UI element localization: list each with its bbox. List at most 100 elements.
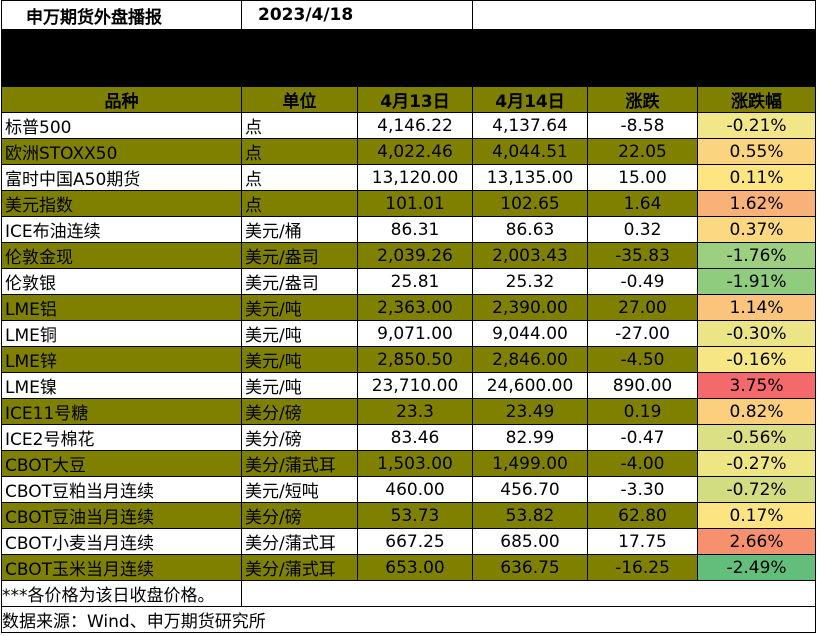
cell-change: 15.00 (587, 164, 698, 191)
cell-prev: 4,146.22 (357, 112, 473, 139)
cell-change: -0.47 (587, 424, 698, 451)
table-row: CBOT玉米当月连续 美分/蒲式耳 653.00 636.75 -16.25 -2.49% (1, 554, 817, 581)
cell-change: -4.00 (587, 450, 698, 477)
cell-unit: 美分/蒲式耳 (241, 554, 358, 581)
cell-change: 27.00 (587, 294, 698, 321)
cell-curr: 685.00 (472, 528, 588, 555)
cell-prev: 9,071.00 (357, 320, 473, 347)
cell-prev: 25.81 (357, 268, 473, 295)
cell-prev: 86.31 (357, 216, 473, 243)
cell-unit: 美元/吨 (241, 294, 358, 321)
cell-name: CBOT豆粕当月连续 (1, 476, 242, 503)
column-header-row: 品种 单位 4月13日 4月14日 涨跌 涨跌幅 (1, 86, 817, 113)
cell-curr: 25.32 (472, 268, 588, 295)
cell-name: LME铜 (1, 320, 242, 347)
cell-prev: 53.73 (357, 502, 473, 529)
col-header-unit: 单位 (241, 86, 358, 113)
cell-change: -4.50 (587, 346, 698, 373)
cell-name: CBOT大豆 (1, 450, 242, 477)
cell-curr: 456.70 (472, 476, 588, 503)
table-title: 外盘每日收益情况汇总 (0, 29, 817, 87)
cell-curr: 13,135.00 (472, 164, 588, 191)
table-row: LME铝 美元/吨 2,363.00 2,390.00 27.00 1.14% (1, 294, 817, 321)
col-header-name: 品种 (1, 86, 242, 113)
cell-name: 欧洲STOXX50 (1, 138, 242, 165)
cell-change: 0.19 (587, 398, 698, 425)
table-row: ICE11号糖 美分/磅 23.3 23.49 0.19 0.82% (1, 398, 817, 425)
table-row: 欧洲STOXX50 点 4,022.46 4,044.51 22.05 0.55% (1, 138, 817, 165)
cell-unit: 点 (241, 190, 358, 217)
cell-prev: 1,503.00 (357, 450, 473, 477)
cell-change: -8.58 (587, 112, 698, 139)
cell-curr: 53.82 (472, 502, 588, 529)
data-source-note: 数据来源：Wind、申万期货研究所 (0, 606, 817, 633)
cell-name: ICE布油连续 (1, 216, 242, 243)
cell-pct: -0.56% (696, 424, 817, 451)
cell-name: 美元指数 (1, 190, 242, 217)
cell-curr: 2,390.00 (472, 294, 588, 321)
table-row: CBOT豆油当月连续 美分/磅 53.73 53.82 62.80 0.17% (1, 502, 817, 529)
cell-curr: 636.75 (472, 554, 588, 581)
cell-pct: 1.62% (696, 190, 817, 217)
cell-pct: -1.76% (696, 242, 817, 269)
cell-name: 伦敦银 (1, 268, 242, 295)
table-row: 美元指数点 101.01 102.65 1.64 1.62% (1, 190, 817, 217)
cell-curr: 2,003.43 (472, 242, 588, 269)
cell-change: -16.25 (587, 554, 698, 581)
cell-pct: 0.82% (696, 398, 817, 425)
cell-name: 标普500 (1, 112, 242, 139)
footnote-row: ***各价格为该日收盘价格。 (1, 580, 817, 607)
table-row: CBOT小麦当月连续 美分/蒲式耳 667.25 685.00 17.75 2.66% (1, 528, 817, 555)
cell-change: -0.49 (587, 268, 698, 295)
table-row: LME锌 美元/吨 2,850.50 2,846.00 -4.50 -0.16% (1, 346, 817, 373)
cell-name: CBOT玉米当月连续 (1, 554, 242, 581)
cell-prev: 667.25 (357, 528, 473, 555)
cell-name: ICE2号棉花 (1, 424, 242, 451)
cell-pct: 0.11% (696, 164, 817, 191)
table-row: 标普500 点 4,146.22 4,137.64 -8.58 -0.21% (1, 112, 817, 139)
cell-unit: 美分/磅 (241, 398, 358, 425)
cell-unit: 美分/磅 (241, 502, 358, 529)
cell-pct: 1.14% (696, 294, 817, 321)
cell-unit: 美元/吨 (241, 320, 358, 347)
cell-curr: 24,600.00 (472, 372, 588, 399)
header-blank (471, 0, 817, 30)
table-row: CBOT豆粕当月连续 美元/短吨 460.00 456.70 -3.30 -0.72% (1, 476, 817, 503)
cell-name: LME铝 (1, 294, 242, 321)
cell-change: 62.80 (587, 502, 698, 529)
cell-curr: 2,846.00 (472, 346, 588, 373)
cell-pct: -0.72% (696, 476, 817, 503)
cell-pct: 2.66% (696, 528, 817, 555)
cell-prev: 23,710.00 (357, 372, 473, 399)
cell-pct: 3.75% (696, 372, 817, 399)
cell-pct: -1.91% (696, 268, 817, 295)
cell-pct: 0.17% (696, 502, 817, 529)
cell-pct: -0.30% (696, 320, 817, 347)
cell-curr: 102.65 (472, 190, 588, 217)
cell-name: CBOT豆油当月连续 (1, 502, 242, 529)
col-header-pct: 涨跌幅 (696, 86, 817, 113)
table-row: 伦敦金现 美元/盎司 2,039.26 2,003.43 -35.83 -1.76% (1, 242, 817, 269)
cell-change: 17.75 (587, 528, 698, 555)
table-row: ICE2号棉花 美分/磅 83.46 82.99 -0.47 -0.56% (1, 424, 817, 451)
cell-unit: 点 (241, 164, 358, 191)
cell-curr: 86.63 (472, 216, 588, 243)
cell-change: 0.32 (587, 216, 698, 243)
cell-prev: 653.00 (357, 554, 473, 581)
cell-prev: 23.3 (357, 398, 473, 425)
cell-pct: -0.16% (696, 346, 817, 373)
cell-change: 1.64 (587, 190, 698, 217)
table-row: 富时中国A50期货点 13,120.00 13,135.00 15.00 0.11% (1, 164, 817, 191)
price-note: ***各价格为该日收盘价格。 (1, 580, 242, 607)
col-header-change: 涨跌 (587, 86, 698, 113)
col-header-curr: 4月14日 (472, 86, 588, 113)
report-source-title: 申万期货外盘播报 (1, 0, 242, 30)
cell-curr: 23.49 (472, 398, 588, 425)
cell-curr: 9,044.00 (472, 320, 588, 347)
table-row: 伦敦银 美元/盎司 25.81 25.32 -0.49 -1.91% (1, 268, 817, 295)
cell-pct: -0.27% (696, 450, 817, 477)
cell-prev: 2,850.50 (357, 346, 473, 373)
cell-prev: 13,120.00 (357, 164, 473, 191)
